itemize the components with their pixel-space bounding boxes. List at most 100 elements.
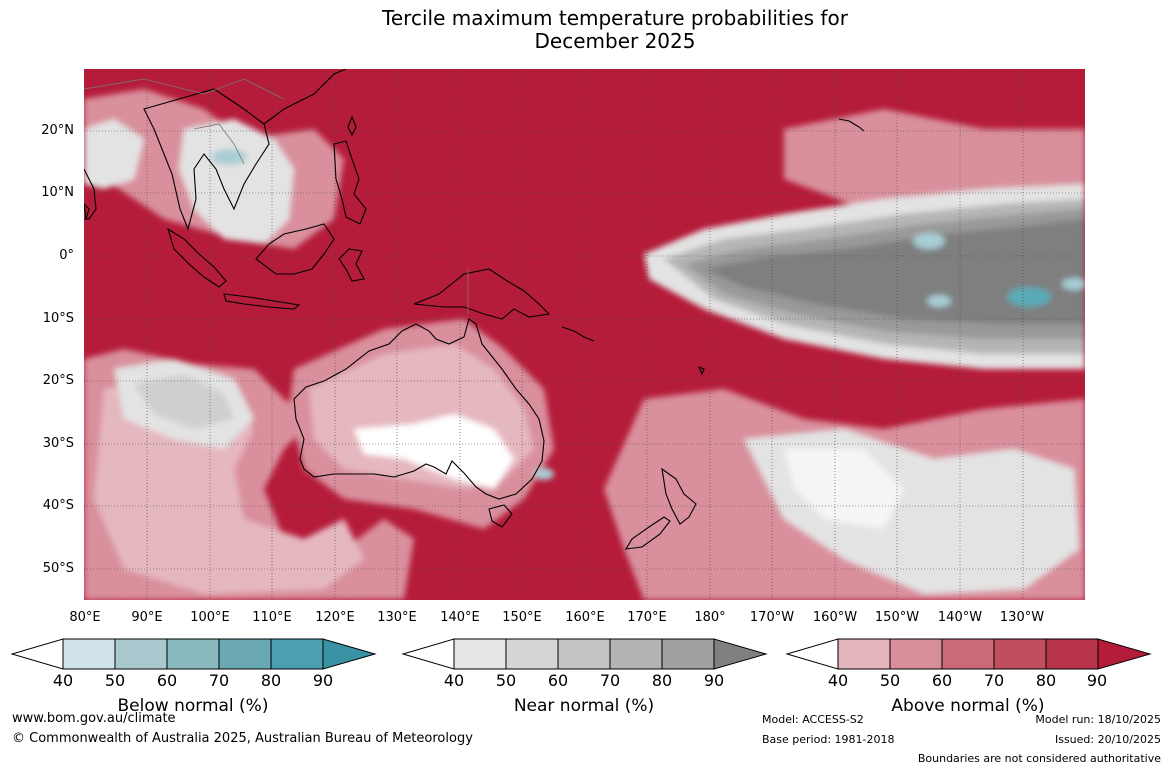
solomon-coast (561, 326, 595, 342)
zone-near-60-indian-ocean (134, 374, 234, 429)
zone-below-50-spot-f (534, 468, 554, 480)
map-gridlines (84, 69, 1085, 600)
lon-label-100e: 100°E (190, 610, 230, 625)
zone-below-50-spot-c (927, 295, 951, 307)
cb-near-tick-70: 70 (599, 671, 621, 690)
zone-below-50-spot-d (1062, 278, 1085, 290)
colorbar-near-segment-50 (505, 638, 559, 670)
coastlines (84, 69, 865, 550)
taiwan-coast (347, 115, 357, 137)
lat-label-40s: 40°S (42, 498, 74, 513)
colorbar-above (785, 638, 1152, 670)
footer-base-period: Base period: 1981-2018 (762, 733, 895, 746)
lon-label-80e: 80°E (69, 610, 101, 625)
colorbar-near-segment-70 (609, 638, 663, 670)
colorbar-near (401, 638, 768, 670)
lon-label-120e: 120°E (315, 610, 355, 625)
lat-label-50s: 50°S (42, 561, 74, 576)
colorbar-below-segment-80 (270, 638, 324, 670)
cb-above-tick-80: 80 (1035, 671, 1057, 690)
cb-above-tick-60: 60 (931, 671, 953, 690)
tasmania-coast (488, 504, 513, 528)
lat-label-0: 0° (59, 248, 74, 263)
colorbar-above-segment-80 (1045, 638, 1099, 670)
colorbar-above-arrow-low (785, 638, 839, 670)
footer-website: www.bom.gov.au/climate (12, 711, 176, 726)
sri-lanka-coast (84, 203, 90, 220)
india-coast (84, 168, 97, 220)
colorbar-above-segment-70 (993, 638, 1047, 670)
lon-label-150e: 150°E (502, 610, 542, 625)
lon-label-170e: 170°E (627, 610, 667, 625)
lon-label-140e: 140°E (440, 610, 480, 625)
lon-label-130e: 130°E (377, 610, 417, 625)
footer-issued: Issued: 20/10/2025 (1054, 733, 1161, 746)
china-coast (263, 69, 347, 125)
zone-below-50-spot-e (211, 149, 247, 165)
cb-above-tick-50: 50 (879, 671, 901, 690)
new-zealand-north-coast (661, 467, 697, 525)
footer-model-run: Model run: 18/10/2025 (1035, 713, 1161, 726)
zone-below-70-spot-b (1007, 287, 1051, 307)
java-coast (223, 293, 301, 310)
colorbar-above-segment-50 (889, 638, 943, 670)
colorbar-near-title: Near normal (%) (513, 696, 655, 716)
lon-label-170w: 170°W (749, 610, 795, 625)
colorbar-near-arrow-low (401, 638, 455, 670)
lat-label-10n: 10°N (41, 185, 74, 200)
borneo-coast (255, 223, 335, 275)
colorbar-below-segment-60 (166, 638, 220, 670)
footer-model: Model: ACCESS-S2 (762, 713, 864, 726)
colorbar-below-segment-40 (62, 638, 116, 670)
lon-label-160w: 160°W (812, 610, 858, 625)
colorbar-near-segment-60 (557, 638, 611, 670)
colorbar-below-arrow-low (10, 638, 64, 670)
colorbar-near-segment-80 (661, 638, 715, 670)
cb-near-tick-80: 80 (651, 671, 673, 690)
cb-near-tick-50: 50 (495, 671, 517, 690)
cb-near-tick-40: 40 (443, 671, 465, 690)
footer-disclaimer: Boundaries are not considered authoritat… (917, 752, 1161, 765)
colorbar-near-arrow-high (713, 638, 768, 670)
cb-below-tick-80: 80 (260, 671, 282, 690)
lon-label-130w: 130°W (999, 610, 1045, 625)
colorbar-below-title: Below normal (%) (117, 696, 269, 716)
cb-above-tick-70: 70 (983, 671, 1005, 690)
cb-below-tick-60: 60 (156, 671, 178, 690)
lon-label-180: 180° (694, 610, 726, 625)
lat-label-10s: 10°S (42, 311, 74, 326)
cb-near-tick-90: 90 (703, 671, 725, 690)
zone-white-southeast (784, 449, 904, 529)
hawaii-coast (838, 118, 865, 132)
indochina-coast (143, 88, 270, 231)
lat-label-20n: 20°N (41, 123, 74, 138)
fiji-coast (697, 365, 705, 376)
zone-white-australia-interior (354, 414, 514, 489)
zone-near-90-pacific-tongue (704, 219, 1085, 324)
map-title-line1: Tercile maximum temperature probabilitie… (382, 6, 848, 30)
cb-below-tick-40: 40 (52, 671, 74, 690)
cb-below-tick-70: 70 (208, 671, 230, 690)
lon-label-110e: 110°E (252, 610, 292, 625)
new-guinea-coast (413, 268, 551, 320)
footer-copyright: © Commonwealth of Australia 2025, Austra… (12, 731, 473, 746)
cb-near-tick-60: 60 (547, 671, 569, 690)
lon-label-90e: 90°E (131, 610, 163, 625)
lon-label-160e: 160°E (565, 610, 605, 625)
cb-below-tick-90: 90 (312, 671, 334, 690)
colorbar-above-segment-40 (837, 638, 891, 670)
cb-above-tick-40: 40 (827, 671, 849, 690)
sumatra-coast (167, 227, 227, 288)
new-zealand-south-coast (624, 516, 671, 550)
zone-near-50-north-west (84, 119, 144, 189)
colorbar-above-title: Above normal (%) (891, 696, 1045, 716)
lat-label-30s: 30°S (42, 436, 74, 451)
colorbar-above-segment-60 (941, 638, 995, 670)
cb-below-tick-50: 50 (104, 671, 126, 690)
colorbar-near-segment-40 (453, 638, 507, 670)
zone-below-50-spot-a (913, 233, 945, 249)
colorbar-above-arrow-high (1097, 638, 1152, 670)
cb-above-tick-90: 90 (1086, 671, 1108, 690)
colorbar-below-arrow-high (322, 638, 377, 670)
sulawesi-coast (338, 248, 365, 282)
